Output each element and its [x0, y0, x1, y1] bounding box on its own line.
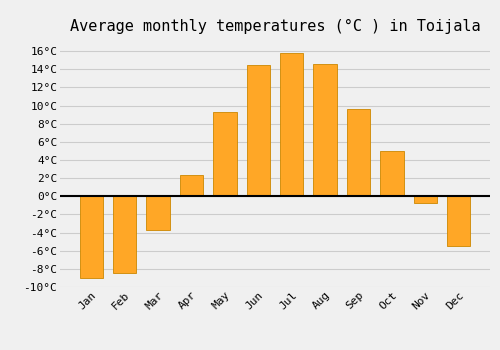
Bar	[213, 112, 236, 196]
Bar	[180, 175, 203, 196]
Bar	[80, 196, 103, 278]
Bar	[347, 109, 370, 196]
Bar	[447, 196, 470, 246]
Bar	[246, 65, 270, 196]
Bar	[380, 151, 404, 196]
Title: Average monthly temperatures (°C ) in Toijala: Average monthly temperatures (°C ) in To…	[70, 19, 480, 34]
Bar	[146, 196, 170, 230]
Bar	[113, 196, 136, 273]
Bar	[280, 53, 303, 196]
Bar	[414, 196, 437, 203]
Bar	[314, 64, 337, 196]
